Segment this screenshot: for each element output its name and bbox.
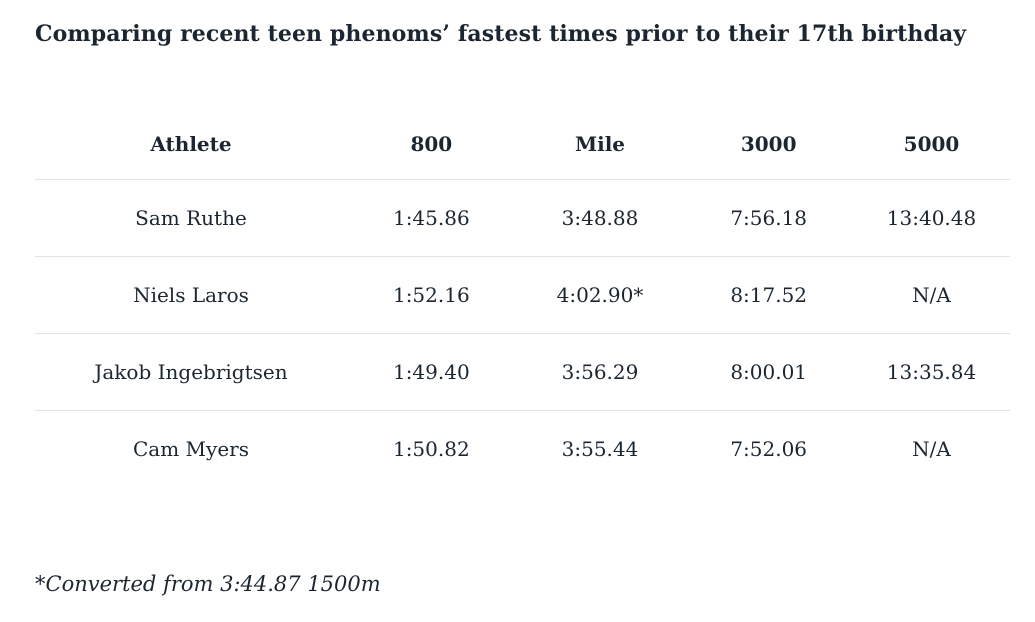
- table-row: Niels Laros 1:52.16 4:02.90* 8:17.52 N/A: [35, 256, 1010, 334]
- athlete-name: Niels Laros: [35, 256, 347, 334]
- time-3000: 8:00.01: [684, 333, 854, 411]
- table-row: Sam Ruthe 1:45.86 3:48.88 7:56.18 13:40.…: [35, 179, 1010, 257]
- time-5000: N/A: [853, 256, 1010, 334]
- time-5000: 13:40.48: [853, 179, 1010, 257]
- athlete-name: Jakob Ingebrigtsen: [35, 333, 347, 411]
- table-header-row: Athlete 800 Mile 3000 5000: [35, 109, 1010, 180]
- table-row: Jakob Ingebrigtsen 1:49.40 3:56.29 8:00.…: [35, 333, 1010, 411]
- column-header-800: 800: [347, 109, 516, 180]
- column-header-athlete: Athlete: [35, 109, 347, 180]
- time-3000: 7:56.18: [684, 179, 854, 257]
- time-mile: 3:55.44: [561, 437, 639, 461]
- time-5000: N/A: [912, 437, 951, 461]
- athlete-name: Sam Ruthe: [35, 179, 347, 257]
- time-800: 1:45.86: [347, 179, 516, 257]
- column-header-mile: Mile: [515, 109, 685, 180]
- chart-title: Comparing recent teen phenoms’ fastest t…: [35, 21, 967, 47]
- time-800: 1:49.40: [347, 333, 516, 411]
- time-800: 1:52.16: [347, 256, 516, 334]
- time-mile: 4:02.90*: [515, 256, 685, 334]
- time-5000: 13:35.84: [853, 333, 1010, 411]
- column-header-5000: 5000: [853, 109, 1010, 180]
- time-800: 1:50.82: [392, 437, 470, 461]
- athlete-name: Cam Myers: [133, 437, 249, 461]
- table-row: Cam Myers 1:50.82 3:55.44 7:52.06 N/A: [35, 411, 1010, 488]
- times-table: Athlete 800 Mile 3000 5000 Sam Ruthe 1:4…: [35, 109, 1010, 487]
- time-3000: 8:17.52: [684, 256, 854, 334]
- footnote: *Converted from 3:44.87 1500m: [35, 572, 381, 596]
- time-mile: 3:48.88: [515, 179, 685, 257]
- time-mile: 3:56.29: [515, 333, 685, 411]
- time-3000: 7:52.06: [730, 437, 808, 461]
- column-header-3000: 3000: [684, 109, 854, 180]
